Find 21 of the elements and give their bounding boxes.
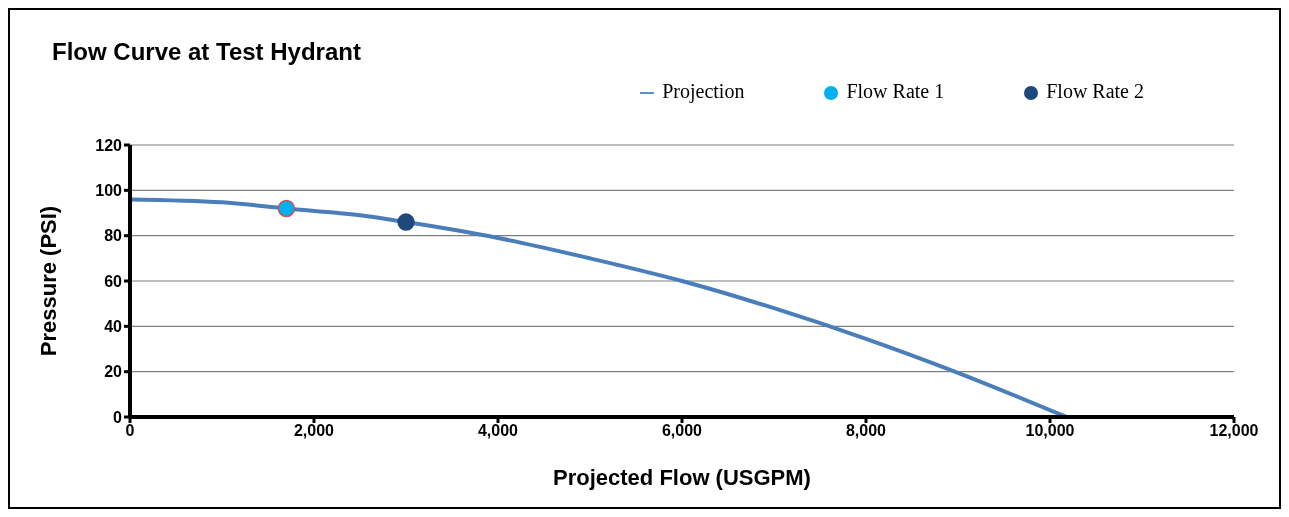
x-tick-label: 6,000 — [661, 422, 703, 440]
x-tick-label: 12,000 — [1209, 422, 1259, 440]
y-tick-label: 80 — [104, 227, 123, 245]
y-tick-label: 60 — [104, 272, 123, 290]
line-series — [130, 197, 1069, 417]
x-tick-label: 10,000 — [1025, 422, 1075, 440]
y-tick-label: 40 — [104, 318, 123, 336]
y-tick-label: 20 — [104, 363, 123, 381]
y-tick-label: 120 — [95, 136, 123, 154]
legend-label: Flow Rate 1 — [846, 80, 945, 102]
y-axis-title: Pressure (PSI) — [35, 205, 61, 357]
x-tick-label: 4,000 — [477, 422, 519, 440]
x-tick-label: 0 — [125, 422, 135, 440]
legend-label: Projection — [662, 80, 745, 102]
y-tick-label: 100 — [95, 182, 123, 200]
x-tick-label: 2,000 — [293, 422, 335, 440]
x-axis-title: Projected Flow (USGPM) — [553, 465, 811, 490]
y-tick-label: 0 — [113, 408, 123, 426]
x-tick-label: 8,000 — [845, 422, 887, 440]
chart-title: Flow Curve at Test Hydrant — [52, 38, 361, 66]
legend-label: Flow Rate 2 — [1046, 80, 1144, 102]
